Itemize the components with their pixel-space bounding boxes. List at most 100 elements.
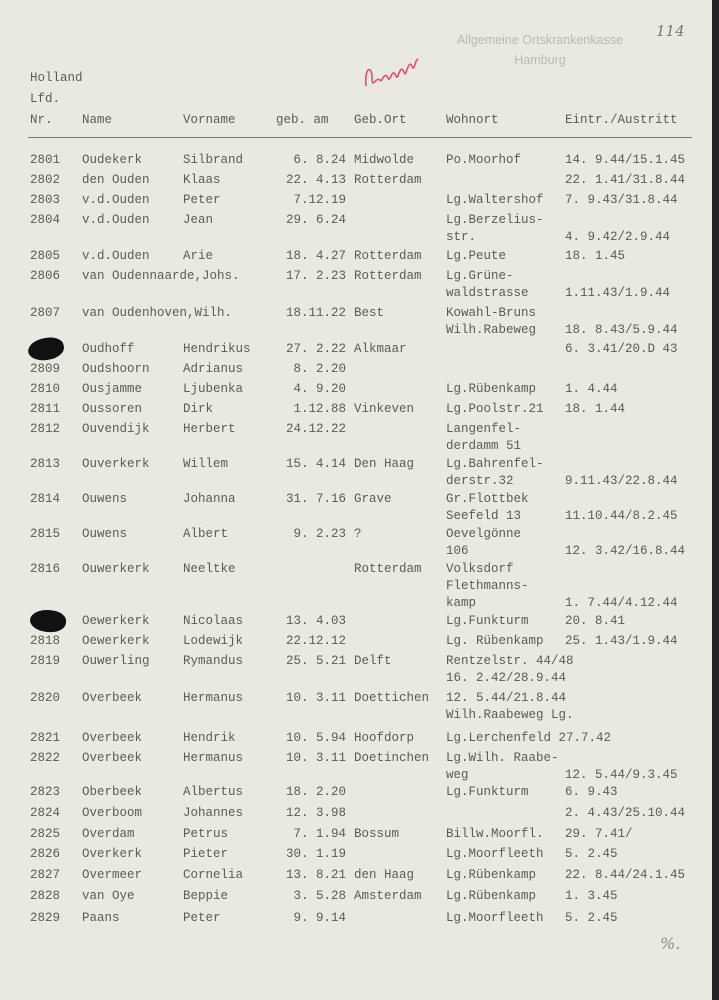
row-name: Ouwerkerk xyxy=(82,562,150,576)
header-rule xyxy=(28,137,692,138)
row-name: Overboom xyxy=(82,806,143,820)
row-wohnort: Oevelgönne xyxy=(446,527,522,541)
row-name: Overbeek xyxy=(82,691,143,705)
row-geb-am: 25. 5.21 xyxy=(285,654,346,668)
row-geb-am: 29. 6.24 xyxy=(285,213,346,227)
row-eintr-austritt: 6. 3.41/20.D 43 xyxy=(565,342,678,356)
row-name: Overmeer xyxy=(82,868,143,882)
row-eintr-austritt: 5. 2.45 xyxy=(565,847,618,861)
row-name: Overbeek xyxy=(82,751,143,765)
row-geb-am: 17. 2.23 xyxy=(285,269,346,283)
row-geb-am: 22. 4.13 xyxy=(285,173,346,187)
row-wohnort: Lg.Peute xyxy=(446,249,507,263)
row-nr: 2821 xyxy=(30,731,61,745)
row-wohnort: 16. 2.42/28.9.44 xyxy=(446,671,567,685)
row-wohnort: Gr.Flottbek xyxy=(446,492,529,506)
row-wohnort: Volksdorf xyxy=(446,562,514,576)
row-wohnort: str. xyxy=(446,230,477,244)
row-nr: 2827 xyxy=(30,868,61,882)
row-wohnort: Lg.Rübenkamp xyxy=(446,382,537,396)
row-vorname: Arie xyxy=(183,249,214,263)
row-vorname: Herbert xyxy=(183,422,236,436)
row-wohnort: Wilh.Rabeweg xyxy=(446,323,537,337)
row-eintr-austritt: 18. 1.45 xyxy=(565,249,626,263)
row-wohnort: Lg. Rübenkamp xyxy=(446,634,544,648)
col-vorname: Vorname xyxy=(183,113,236,127)
row-name: Overkerk xyxy=(82,847,143,861)
row-vorname: Albertus xyxy=(183,785,244,799)
row-eintr-austritt: 2. 4.43/25.10.44 xyxy=(565,806,686,820)
row-vorname: Petrus xyxy=(183,827,229,841)
row-eintr-austritt: 12. 3.42/16.8.44 xyxy=(565,544,686,558)
row-vorname: Cornelia xyxy=(183,868,244,882)
row-vorname: Jean xyxy=(183,213,214,227)
row-wohnort: kamp xyxy=(446,596,477,610)
row-name: Oewerkerk xyxy=(82,614,150,628)
row-wohnort: 12. 5.44/21.8.44 xyxy=(446,691,567,705)
row-geb-am: 13. 8.21 xyxy=(285,868,346,882)
row-geb-am: 10. 5.94 xyxy=(285,731,346,745)
signature xyxy=(364,58,419,87)
row-eintr-austritt: 4. 9.42/2.9.44 xyxy=(565,230,671,244)
row-geb-am: 18. 2.20 xyxy=(285,785,346,799)
row-vorname: Johannes xyxy=(183,806,244,820)
row-vorname: Neeltke xyxy=(183,562,236,576)
row-wohnort: Lg.Moorfleeth xyxy=(446,847,544,861)
row-wohnort: Lg.Lerchenfeld 27.7.42 xyxy=(446,731,612,745)
row-geb-am: 8. 2.20 xyxy=(293,362,346,376)
row-geb-am: 13. 4.03 xyxy=(285,614,346,628)
col-name: Name xyxy=(82,113,113,127)
row-geb-am: 10. 3.11 xyxy=(285,691,346,705)
row-wohnort: Kowahl-Bruns xyxy=(446,306,537,320)
row-geb-am: 18. 4.27 xyxy=(285,249,346,263)
row-geb-am: 7.12.19 xyxy=(293,193,346,207)
row-wohnort: Lg.Funkturm xyxy=(446,614,529,628)
row-name: Ouwens xyxy=(82,492,128,506)
row-name: Ouwerling xyxy=(82,654,150,668)
row-eintr-austritt: 12. 5.44/9.3.45 xyxy=(565,768,678,782)
row-eintr-austritt: 1. 3.45 xyxy=(565,889,618,903)
row-name: van Oye xyxy=(82,889,135,903)
row-nr: 2823 xyxy=(30,785,61,799)
row-geb-am: 12. 3.98 xyxy=(285,806,346,820)
row-nr: 2814 xyxy=(30,492,61,506)
row-geb-ort: Doetinchen xyxy=(354,751,430,765)
stamp: Allgemeine Ortskrankenkasse Hamburg xyxy=(430,30,650,70)
row-geb-am: 22.12.12 xyxy=(285,634,346,648)
row-nr: 2811 xyxy=(30,402,61,416)
row-nr: 2828 xyxy=(30,889,61,903)
row-name: Ouwens xyxy=(82,527,128,541)
row-geb-am: 15. 4.14 xyxy=(285,457,346,471)
row-name: v.d.Ouden xyxy=(82,193,150,207)
row-name: Oudekerk xyxy=(82,153,143,167)
page-number: 114 xyxy=(656,22,685,40)
row-eintr-austritt: 22. 8.44/24.1.45 xyxy=(565,868,686,882)
row-geb-ort: Bossum xyxy=(354,827,400,841)
row-nr: 2801 xyxy=(30,153,61,167)
row-name: Overbeek xyxy=(82,731,143,745)
row-geb-am: 6. 8.24 xyxy=(293,153,346,167)
row-nr: 2805 xyxy=(30,249,61,263)
row-geb-am: 9. 9.14 xyxy=(293,911,346,925)
col-gebort: Geb.Ort xyxy=(354,113,407,127)
row-name: van Oudennaarde,Johs. xyxy=(82,269,240,283)
row-geb-ort: Rotterdam xyxy=(354,562,422,576)
row-eintr-austritt: 7. 9.43/31.8.44 xyxy=(565,193,678,207)
row-geb-am: 18.11.22 xyxy=(285,306,346,320)
row-wohnort: Seefeld 13 xyxy=(446,509,522,523)
row-nr: 2813 xyxy=(30,457,61,471)
row-vorname: Pieter xyxy=(183,847,229,861)
row-geb-ort: Rotterdam xyxy=(354,269,422,283)
row-eintr-austritt: 1.11.43/1.9.44 xyxy=(565,286,671,300)
row-vorname: Peter xyxy=(183,911,221,925)
row-vorname: Hermanus xyxy=(183,691,244,705)
row-eintr-austritt: 14. 9.44/15.1.45 xyxy=(565,153,686,167)
row-name: Paans xyxy=(82,911,120,925)
row-geb-am: 27. 2.22 xyxy=(285,342,346,356)
row-vorname: Johanna xyxy=(183,492,236,506)
row-name: Ousjamme xyxy=(82,382,143,396)
row-vorname: Beppie xyxy=(183,889,229,903)
row-nr: 2824 xyxy=(30,806,61,820)
ink-blot xyxy=(26,335,66,363)
row-geb-ort: Alkmaar xyxy=(354,342,407,356)
